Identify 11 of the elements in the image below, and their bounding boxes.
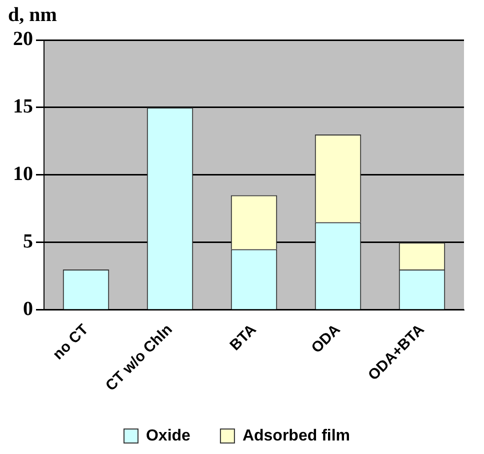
y-tick-label: 10: [13, 163, 33, 186]
y-tick-label: 20: [13, 28, 33, 50]
legend-label: Adsorbed film: [242, 427, 350, 444]
y-tick-label: 0: [23, 298, 33, 320]
x-tick-label: no CT: [50, 321, 92, 364]
x-tick-label: ODA: [308, 320, 344, 357]
x-tick-label: BTA: [226, 320, 260, 354]
y-tick-label: 15: [13, 96, 33, 118]
y-axis-title: d, nm: [8, 4, 58, 26]
y-tick-label: 5: [23, 230, 33, 253]
legend-label: Oxide: [146, 427, 191, 444]
